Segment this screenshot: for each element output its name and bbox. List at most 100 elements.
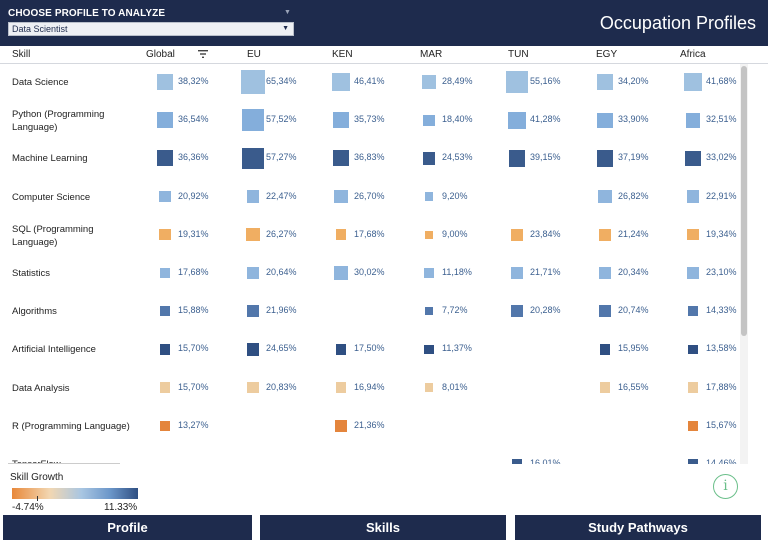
skill-share-square-global[interactable] bbox=[159, 267, 171, 279]
skill-share-square-ken[interactable] bbox=[335, 419, 347, 432]
skill-share-square-ken[interactable] bbox=[335, 343, 347, 355]
skill-share-square-africa[interactable] bbox=[684, 73, 702, 91]
column-header-skill[interactable]: Skill bbox=[12, 49, 31, 60]
skill-share-square-mar[interactable] bbox=[424, 344, 434, 354]
skill-share-square-africa[interactable] bbox=[688, 306, 698, 317]
skill-share-square-tun[interactable] bbox=[506, 71, 528, 93]
table-row[interactable]: Statistics 17,68% 20,64% 30,02% 11,18% 21,71%… bbox=[0, 255, 740, 293]
skill-share-square-egy[interactable] bbox=[598, 189, 612, 204]
skill-share-square-tun[interactable] bbox=[508, 149, 526, 167]
table-row[interactable]: Algorithms 15,88% 21,96% 7,72% 20,28% 20,74% 1… bbox=[0, 293, 740, 331]
table-row[interactable]: Machine Learning 36,36% 57,27% 36,83% 24,53%… bbox=[0, 140, 740, 178]
skill-share-value-mar: 18,40% bbox=[442, 114, 473, 125]
skill-share-square-global[interactable] bbox=[159, 382, 171, 393]
skill-share-square-africa[interactable] bbox=[688, 344, 698, 355]
skill-share-square-global[interactable] bbox=[159, 306, 171, 317]
skill-share-square-mar[interactable] bbox=[424, 383, 434, 392]
skill-share-value-global: 38,32% bbox=[178, 76, 209, 86]
table-row[interactable]: Data Science 38,32% 65,34% 46,41% 28,49% 55,1… bbox=[0, 64, 740, 102]
skill-share-square-africa[interactable] bbox=[685, 150, 701, 166]
skill-share-square-eu[interactable] bbox=[242, 147, 264, 170]
skill-share-square-global[interactable] bbox=[156, 73, 174, 91]
skill-share-square-eu[interactable] bbox=[247, 267, 259, 279]
skill-share-square-mar[interactable] bbox=[424, 192, 434, 201]
column-header-eu[interactable]: EU bbox=[247, 49, 261, 60]
skill-share-square-egy[interactable] bbox=[599, 305, 611, 318]
skill-share-square-ken[interactable] bbox=[335, 382, 347, 393]
skill-share-square-africa[interactable] bbox=[688, 459, 698, 464]
skill-share-square-eu[interactable] bbox=[246, 190, 260, 203]
skill-share-square-tun[interactable] bbox=[511, 305, 523, 317]
skill-share-square-africa[interactable] bbox=[685, 112, 701, 128]
column-header-mar[interactable]: MAR bbox=[420, 49, 443, 60]
profile-dropdown[interactable]: Data Scientist ▼ bbox=[8, 22, 294, 36]
filter-menu-caret-icon[interactable]: ▼ bbox=[284, 9, 291, 16]
skill-share-square-ken[interactable] bbox=[335, 229, 347, 241]
skill-name: Statistics bbox=[12, 268, 51, 279]
table-row[interactable]: SQL (Programming Language) 19,31% 26,27% 17… bbox=[0, 217, 740, 255]
tab-skills[interactable]: Skills bbox=[260, 515, 506, 540]
vertical-scrollbar[interactable] bbox=[740, 64, 748, 464]
skill-share-square-mar[interactable] bbox=[423, 114, 435, 126]
table-row[interactable]: Python (Programming Language) 36,54% 57,52… bbox=[0, 102, 740, 140]
skill-share-square-eu[interactable] bbox=[241, 70, 265, 94]
table-row[interactable]: Computer Science 20,92% 22,47% 26,70% 9,20% 2… bbox=[0, 179, 740, 217]
table-row[interactable]: Artificial Intelligence 15,70% 24,65% 17,50… bbox=[0, 331, 740, 369]
tab-study-pathways[interactable]: Study Pathways bbox=[515, 515, 761, 540]
skill-share-square-global[interactable] bbox=[160, 420, 170, 431]
skill-share-square-africa[interactable] bbox=[686, 190, 700, 203]
column-header-africa[interactable]: Africa bbox=[680, 49, 706, 60]
skill-share-square-mar[interactable] bbox=[422, 75, 436, 89]
skill-share-square-ken[interactable] bbox=[333, 265, 349, 281]
skill-share-square-global[interactable] bbox=[159, 344, 171, 355]
skill-share-square-ken[interactable] bbox=[333, 112, 349, 129]
skill-share-square-mar[interactable] bbox=[422, 152, 436, 165]
skill-share-square-mar[interactable] bbox=[424, 307, 434, 316]
skill-share-square-tun[interactable] bbox=[511, 267, 523, 279]
skill-share-value-ken: 30,02% bbox=[354, 267, 385, 277]
skill-share-square-tun[interactable] bbox=[510, 228, 524, 242]
skill-share-square-eu[interactable] bbox=[242, 109, 264, 132]
column-header-ken[interactable]: KEN bbox=[332, 49, 353, 60]
skill-share-value-tun: 21,71% bbox=[530, 267, 561, 277]
table-row[interactable]: TensorFlow 16,01% 14,46% bbox=[0, 446, 740, 464]
skill-share-square-eu[interactable] bbox=[247, 381, 259, 394]
skill-share-square-ken[interactable] bbox=[334, 189, 348, 204]
skill-share-square-mar[interactable] bbox=[424, 230, 434, 240]
column-header-tun[interactable]: TUN bbox=[508, 49, 529, 60]
info-icon[interactable]: i bbox=[713, 474, 738, 499]
skill-share-square-egy[interactable] bbox=[599, 267, 611, 279]
scrollbar-thumb[interactable] bbox=[741, 66, 747, 336]
skill-name: Data Science bbox=[12, 77, 69, 88]
skill-share-square-ken[interactable] bbox=[332, 150, 350, 167]
skill-share-square-egy[interactable] bbox=[599, 228, 611, 241]
skill-share-square-egy[interactable] bbox=[597, 112, 613, 128]
skill-share-square-global[interactable] bbox=[156, 112, 174, 129]
skill-share-square-egy[interactable] bbox=[596, 150, 614, 167]
column-header-egy[interactable]: EGY bbox=[596, 49, 618, 60]
skill-share-square-eu[interactable] bbox=[246, 305, 260, 318]
skill-share-square-eu[interactable] bbox=[246, 228, 260, 242]
skill-share-square-tun[interactable] bbox=[508, 111, 526, 129]
table-row[interactable]: R (Programming Language) 13,27% 21,36% 15,6… bbox=[0, 408, 740, 446]
skill-share-square-africa[interactable] bbox=[687, 229, 699, 241]
skill-share-square-global[interactable] bbox=[159, 229, 171, 241]
skill-share-square-africa[interactable] bbox=[686, 266, 700, 280]
skill-share-square-egy[interactable] bbox=[599, 382, 611, 393]
skill-share-square-africa[interactable] bbox=[687, 420, 699, 431]
skill-share-square-mar[interactable] bbox=[424, 268, 434, 278]
skill-share-square-ken[interactable] bbox=[331, 72, 351, 92]
column-header-global[interactable]: Global bbox=[146, 49, 175, 60]
profile-filter-label: CHOOSE PROFILE TO ANALYZE bbox=[8, 8, 166, 19]
tab-profile[interactable]: Profile bbox=[3, 515, 252, 540]
table-row[interactable]: Data Analysis 15,70% 20,83% 16,94% 8,01% 16,5… bbox=[0, 370, 740, 408]
skill-share-square-egy[interactable] bbox=[599, 344, 611, 355]
skill-share-square-global[interactable] bbox=[156, 150, 173, 167]
skill-share-square-egy[interactable] bbox=[597, 74, 613, 90]
skill-share-square-africa[interactable] bbox=[687, 382, 699, 394]
skill-share-square-eu[interactable] bbox=[246, 342, 260, 356]
sort-descending-icon[interactable] bbox=[197, 48, 209, 60]
legend-max-label: 11.33% bbox=[104, 502, 138, 513]
skill-share-square-global[interactable] bbox=[159, 190, 171, 203]
skill-share-square-tun[interactable] bbox=[511, 458, 523, 464]
